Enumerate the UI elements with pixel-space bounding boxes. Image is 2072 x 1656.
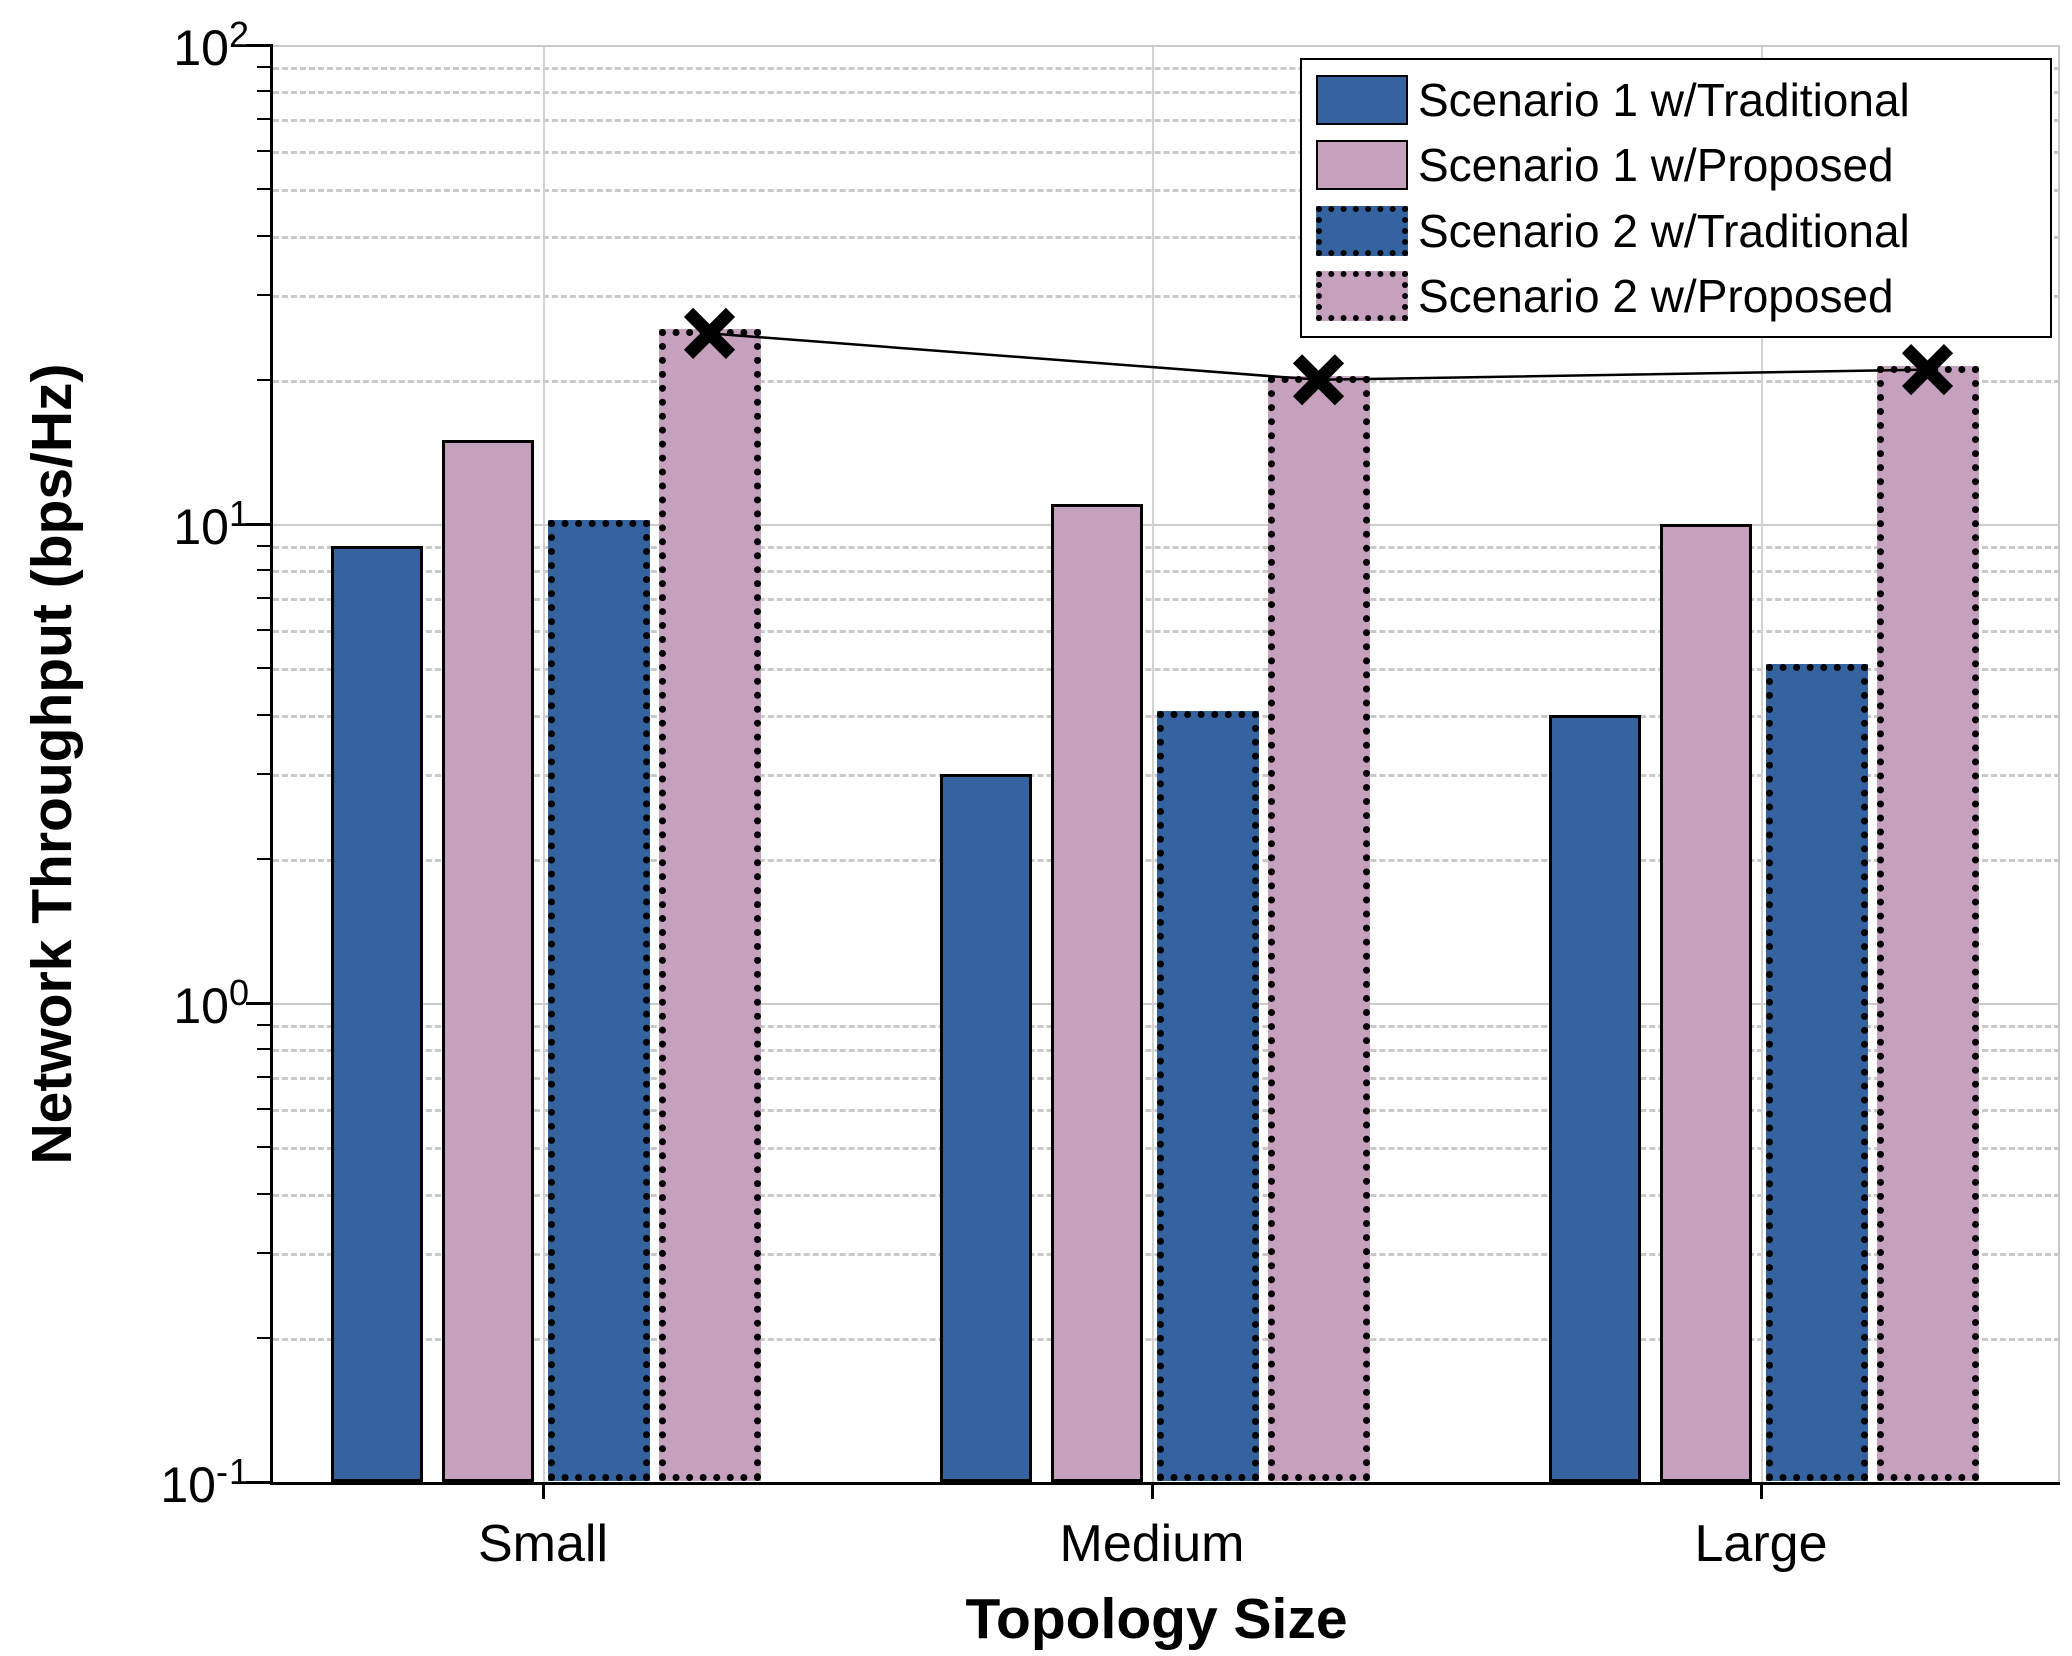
y-minor-tick <box>257 1048 273 1051</box>
y-minor-tick <box>257 629 273 632</box>
y-minor-tick <box>257 188 273 191</box>
legend-label-3: Scenario 2 w/Traditional <box>1418 204 1910 257</box>
y-axis-spine <box>270 45 273 1485</box>
minor-gridline <box>273 66 2060 70</box>
y-minor-tick <box>257 294 273 297</box>
legend-swatch-4 <box>1316 270 1408 321</box>
y-major-tick <box>246 1001 273 1005</box>
minor-gridline <box>273 189 2060 193</box>
bar-medium-scenario-1-w-proposed <box>1050 504 1143 1482</box>
legend-item-1: Scenario 1 w/Traditional <box>1302 74 2050 127</box>
bar-small-scenario-2-w-traditional <box>547 520 650 1481</box>
minor-gridline <box>273 235 2060 239</box>
bar-medium-scenario-1-w-traditional <box>939 774 1032 1482</box>
legend: Scenario 1 w/Traditional Scenario 1 w/Pro… <box>1300 58 2052 338</box>
y-major-tick <box>246 1480 273 1484</box>
y-minor-tick <box>257 378 273 381</box>
legend-label-4: Scenario 2 w/Proposed <box>1418 269 1894 322</box>
y-minor-tick <box>257 857 273 860</box>
bar-large-scenario-2-w-traditional <box>1765 664 1868 1481</box>
bar-large-scenario-1-w-proposed <box>1659 524 1752 1482</box>
y-minor-tick <box>257 544 273 547</box>
legend-swatch-2 <box>1316 140 1408 191</box>
y-minor-tick <box>257 65 273 68</box>
bar-medium-scenario-2-w-traditional <box>1156 710 1259 1481</box>
bar-large-scenario-1-w-traditional <box>1548 714 1641 1482</box>
y-minor-tick <box>257 234 273 237</box>
y-major-tick <box>246 522 273 526</box>
bar-medium-scenario-2-w-proposed <box>1267 375 1370 1481</box>
y-minor-tick <box>257 118 273 121</box>
bar-large-scenario-2-w-proposed <box>1876 365 1979 1481</box>
y-minor-tick <box>257 150 273 153</box>
vertical-gridline <box>1152 45 1154 1482</box>
legend-label-2: Scenario 1 w/Proposed <box>1418 139 1894 192</box>
vertical-gridline <box>1761 45 1763 1482</box>
y-minor-tick <box>257 1252 273 1255</box>
minor-gridline <box>273 151 2060 155</box>
y-major-tick <box>246 43 273 47</box>
x-tick <box>542 1485 545 1499</box>
minor-gridline <box>273 91 2060 95</box>
minor-gridline <box>273 630 2060 634</box>
plot-box-top <box>273 45 2060 47</box>
y-minor-tick <box>257 90 273 93</box>
plot-box-right <box>2058 45 2060 1482</box>
minor-gridline <box>273 570 2060 574</box>
y-minor-tick <box>257 1336 273 1339</box>
y-minor-tick <box>257 597 273 600</box>
minor-gridline <box>273 668 2060 672</box>
y-minor-tick <box>257 667 273 670</box>
minor-gridline <box>273 545 2060 549</box>
y-tick-label: 102 <box>173 14 250 76</box>
legend-label-1: Scenario 1 w/Traditional <box>1418 74 1910 127</box>
legend-item-2: Scenario 1 w/Proposed <box>1302 139 2050 192</box>
bar-small-scenario-1-w-proposed <box>441 439 534 1482</box>
y-minor-tick <box>257 1076 273 1079</box>
minor-gridline <box>273 598 2060 602</box>
y-minor-tick <box>257 1023 273 1026</box>
x-axis-label: Topology Size <box>965 1587 1348 1651</box>
x-axis-spine <box>270 1482 2060 1485</box>
legend-swatch-3 <box>1316 205 1408 256</box>
x-tick-label-medium: Medium <box>1059 1515 1245 1573</box>
y-minor-tick <box>257 713 273 716</box>
legend-item-4: Scenario 2 w/Proposed <box>1302 269 2050 322</box>
bar-small-scenario-1-w-traditional <box>330 545 423 1482</box>
major-gridline <box>273 524 2060 526</box>
x-tick <box>1760 1485 1763 1499</box>
x-tick-label-small: Small <box>477 1515 609 1573</box>
vertical-gridline <box>543 45 545 1482</box>
y-minor-tick <box>257 1108 273 1111</box>
y-axis-label: Network Throughput (bps/Hz) <box>20 362 84 1165</box>
minor-gridline <box>273 119 2060 123</box>
y-tick-label: 101 <box>173 493 250 555</box>
y-tick-label: 10-1 <box>160 1451 250 1513</box>
y-minor-tick <box>257 1192 273 1195</box>
x-tick-label-large: Large <box>1694 1515 1828 1573</box>
minor-gridline <box>273 379 2060 383</box>
minor-gridline <box>273 295 2060 299</box>
y-minor-tick <box>257 773 273 776</box>
y-minor-tick <box>257 569 273 572</box>
y-tick-label: 100 <box>173 972 250 1034</box>
legend-swatch-1 <box>1316 75 1408 126</box>
y-minor-tick <box>257 1146 273 1149</box>
legend-item-3: Scenario 2 w/Traditional <box>1302 204 2050 257</box>
bar-small-scenario-2-w-proposed <box>658 329 761 1481</box>
x-tick <box>1151 1485 1154 1499</box>
